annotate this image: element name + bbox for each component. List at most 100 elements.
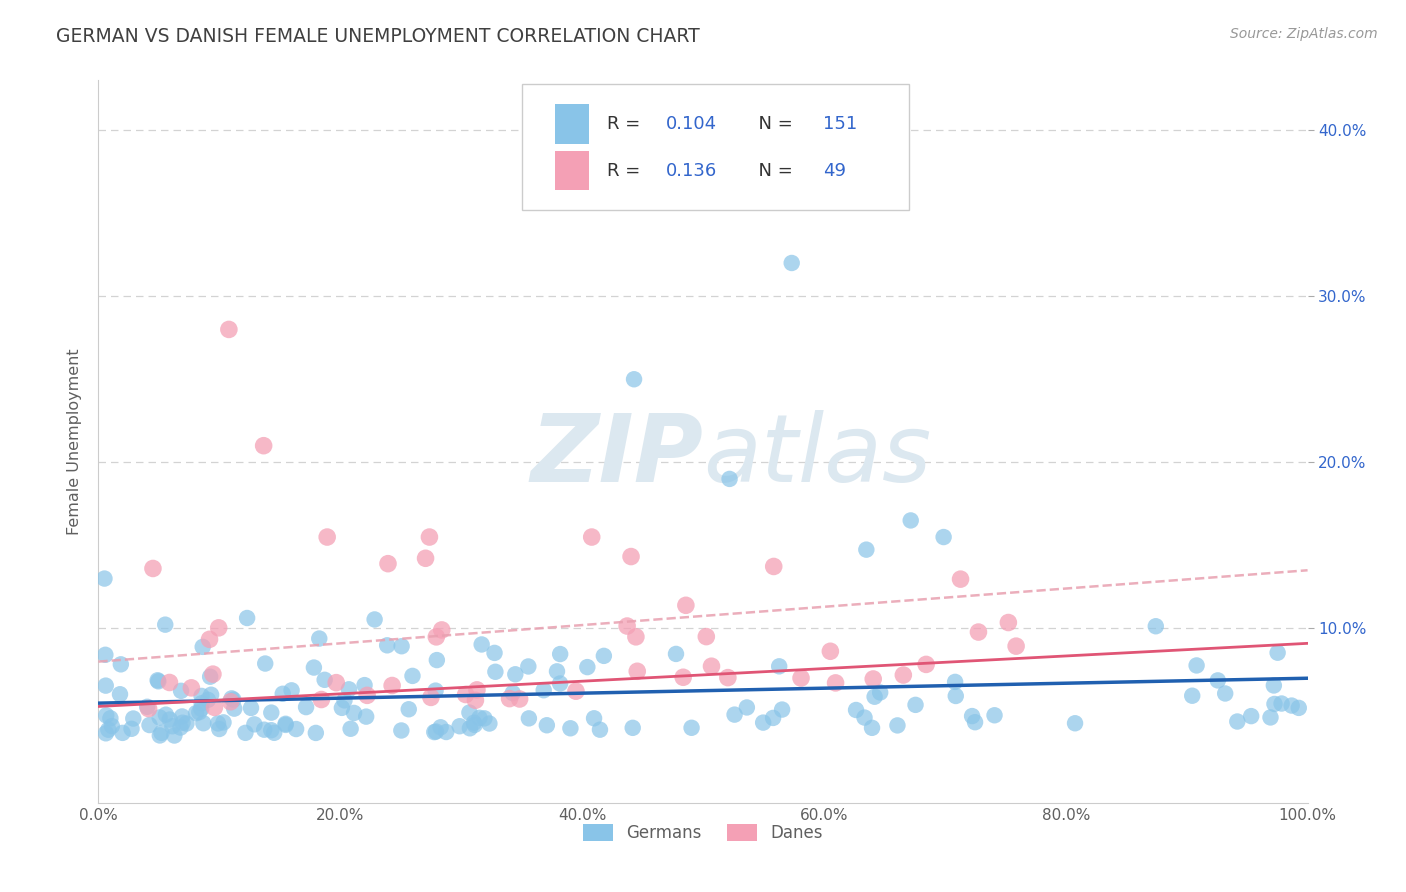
Point: [418, 530, 440, 544]
Point: [425, 683, 447, 698]
FancyBboxPatch shape: [522, 84, 908, 211]
Point: [356, 689, 378, 703]
Point: [665, 647, 688, 661]
Point: [159, 713, 181, 727]
Point: [222, 692, 245, 706]
Point: [592, 648, 614, 663]
Point: [718, 472, 741, 486]
Point: [353, 678, 375, 692]
Point: [891, 668, 914, 682]
Point: [717, 671, 740, 685]
Point: [163, 729, 186, 743]
Point: [509, 692, 531, 706]
Point: [484, 646, 506, 660]
Point: [415, 551, 437, 566]
FancyBboxPatch shape: [555, 103, 589, 144]
Point: [354, 709, 377, 723]
Point: [136, 699, 159, 714]
Point: [190, 696, 212, 710]
Point: [426, 653, 449, 667]
Point: [1181, 689, 1204, 703]
Point: [198, 670, 221, 684]
Point: [735, 700, 758, 714]
Point: [155, 617, 177, 632]
Point: [159, 675, 181, 690]
Point: [845, 703, 868, 717]
Point: [429, 720, 451, 734]
Point: [148, 674, 170, 689]
Point: [695, 630, 717, 644]
Point: [235, 726, 257, 740]
Point: [762, 711, 785, 725]
Legend: Germans, Danes: Germans, Danes: [576, 817, 830, 848]
Point: [170, 683, 193, 698]
Point: [768, 659, 790, 673]
Point: [621, 721, 644, 735]
Point: [146, 673, 169, 688]
Text: 0.136: 0.136: [665, 161, 717, 179]
Point: [208, 722, 231, 736]
Point: [862, 672, 884, 686]
Point: [560, 721, 582, 735]
Point: [295, 700, 318, 714]
Point: [915, 657, 938, 672]
Point: [672, 670, 695, 684]
Point: [142, 561, 165, 575]
Point: [193, 716, 215, 731]
Point: [100, 711, 122, 725]
Point: [314, 673, 336, 687]
Point: [546, 665, 568, 679]
Point: [191, 640, 214, 654]
Point: [176, 716, 198, 731]
Point: [236, 611, 259, 625]
Point: [465, 682, 488, 697]
Point: [208, 621, 231, 635]
Point: [681, 721, 703, 735]
Point: [855, 542, 877, 557]
Point: [190, 689, 212, 703]
Point: [464, 718, 486, 732]
Point: [138, 701, 160, 715]
Point: [1288, 701, 1310, 715]
Point: [302, 660, 325, 674]
Point: [180, 681, 202, 695]
Point: [949, 572, 972, 586]
Point: [169, 721, 191, 735]
Point: [505, 667, 527, 681]
Point: [581, 530, 603, 544]
Point: [565, 684, 588, 698]
Point: [463, 715, 485, 730]
Point: [723, 707, 745, 722]
Point: [218, 322, 240, 336]
Point: [260, 723, 283, 738]
Point: [333, 693, 356, 707]
Text: 0.104: 0.104: [665, 115, 717, 133]
Point: [149, 710, 172, 724]
Point: [886, 718, 908, 732]
Point: [1226, 714, 1249, 729]
Point: [449, 719, 471, 733]
Point: [138, 718, 160, 732]
Point: [780, 256, 803, 270]
Point: [478, 716, 501, 731]
Point: [484, 665, 506, 679]
Point: [620, 549, 643, 564]
Point: [337, 682, 360, 697]
Point: [675, 599, 697, 613]
Point: [280, 683, 302, 698]
Point: [188, 705, 211, 719]
Y-axis label: Female Unemployment: Female Unemployment: [67, 348, 83, 535]
Point: [162, 719, 184, 733]
Point: [860, 721, 883, 735]
Point: [96, 708, 118, 723]
Point: [1213, 686, 1236, 700]
Text: N =: N =: [747, 161, 799, 179]
Point: [853, 710, 876, 724]
Point: [375, 638, 398, 652]
Point: [330, 701, 353, 715]
Point: [398, 702, 420, 716]
Point: [430, 623, 453, 637]
Point: [576, 660, 599, 674]
Point: [1260, 710, 1282, 724]
Point: [1271, 697, 1294, 711]
